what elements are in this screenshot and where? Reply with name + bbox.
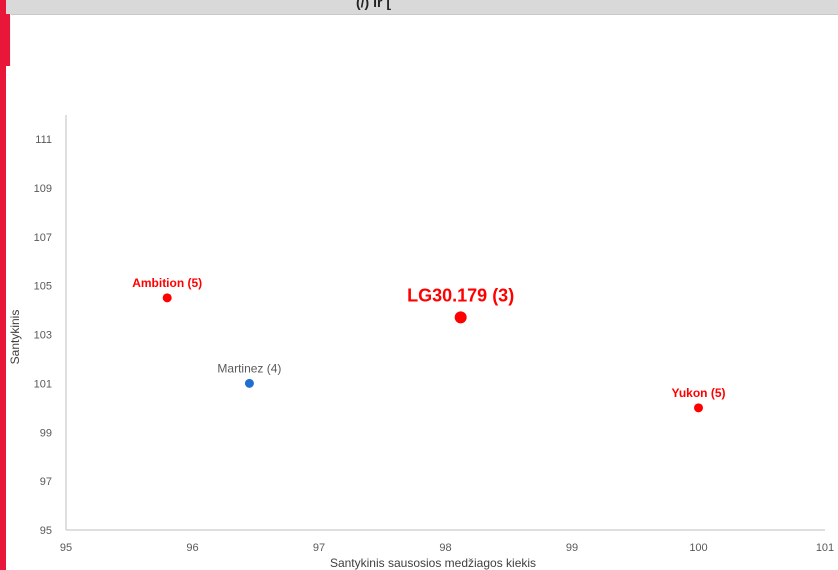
data-label: Martinez (4): [217, 361, 281, 375]
y-tick-label: 97: [40, 476, 52, 488]
data-label: LG30.179 (3): [407, 285, 514, 305]
x-tick-label: 96: [186, 542, 198, 554]
data-label: Yukon (5): [671, 386, 725, 400]
data-point: [244, 378, 254, 388]
data-point: [162, 293, 172, 303]
y-tick-label: 99: [40, 427, 52, 439]
tick-labels: 95 96 97 98 99 100 101 95 97 99 101 103 105 107 109 111: [34, 134, 835, 554]
x-tick-label: 100: [689, 542, 707, 554]
data-point: [454, 311, 467, 324]
y-tick-label: 111: [35, 134, 52, 146]
y-tick-label: 103: [34, 330, 52, 342]
x-tick-label: 98: [439, 542, 451, 554]
x-tick-label: 95: [60, 542, 72, 554]
data-points: Ambition (5) Martinez (4) LG30.179 (3) Yuko…: [132, 276, 726, 413]
x-tick-label: 99: [566, 542, 578, 554]
y-tick-label: 105: [34, 281, 52, 293]
top-bar-title: (/) ir [: [356, 0, 391, 10]
top-bar: (/) ir [: [0, 0, 838, 15]
y-tick-label: 109: [34, 183, 52, 195]
x-axis-title: Santykinis sausosios medžiagos kiekis: [330, 556, 536, 570]
y-axis-title: Santykinis: [8, 310, 22, 365]
y-tick-label: 101: [34, 378, 52, 390]
y-tick-label: 107: [34, 232, 52, 244]
accent-stripe: [0, 0, 6, 570]
data-point: [694, 403, 703, 413]
accent-tab: [0, 14, 11, 66]
y-tick-label: 95: [40, 525, 52, 537]
axes: [65, 115, 825, 531]
data-label: Ambition (5): [132, 276, 202, 290]
x-tick-label: 101: [816, 542, 834, 554]
x-tick-label: 97: [313, 542, 325, 554]
